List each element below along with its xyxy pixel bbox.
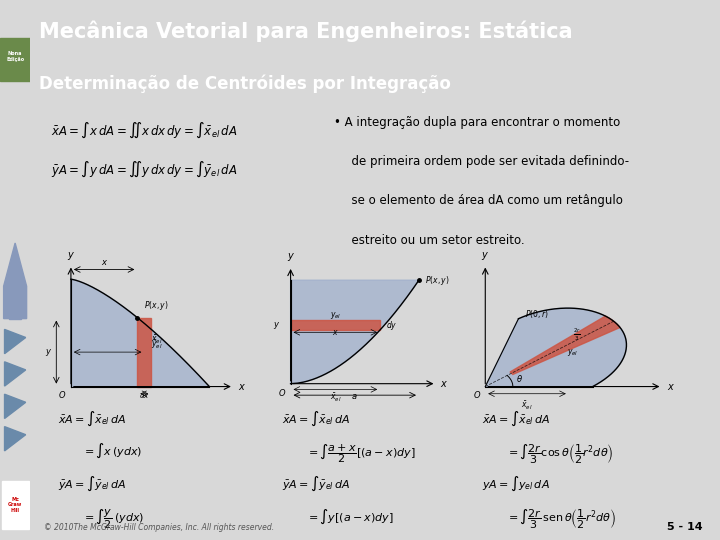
Text: $x$: $x$ xyxy=(101,258,108,267)
Text: $y_{el}$: $y_{el}$ xyxy=(567,347,578,358)
Text: $x$: $x$ xyxy=(238,382,246,392)
Text: $= \int \dfrac{2r}{3}\,\mathrm{sen}\,\theta\left(\dfrac{1}{2}r^2 d\theta\right)$: $= \int \dfrac{2r}{3}\,\mathrm{sen}\,\th… xyxy=(506,508,616,531)
Text: $\bar{x}_{el}$: $\bar{x}_{el}$ xyxy=(330,392,341,404)
Text: $O$: $O$ xyxy=(279,387,287,397)
Polygon shape xyxy=(4,394,26,418)
Polygon shape xyxy=(71,279,210,387)
Text: © 2010The McGraw-Hill Companies, Inc. All rights reserved.: © 2010The McGraw-Hill Companies, Inc. Al… xyxy=(44,523,274,532)
Text: $\bar{x}A = \int \bar{x}_{el}\,dA$: $\bar{x}A = \int \bar{x}_{el}\,dA$ xyxy=(282,409,350,428)
Polygon shape xyxy=(291,280,419,384)
Polygon shape xyxy=(4,427,26,451)
Text: $P(x, y)$: $P(x, y)$ xyxy=(143,299,168,312)
Text: $P(x, y)$: $P(x, y)$ xyxy=(425,274,449,287)
Text: $y$: $y$ xyxy=(481,249,490,262)
Text: Mc
Graw
Hill: Mc Graw Hill xyxy=(8,497,22,513)
Text: Determinação de Centróides por Integração: Determinação de Centróides por Integraçã… xyxy=(38,75,451,93)
Text: $y_{el}$: $y_{el}$ xyxy=(330,310,341,321)
Bar xyxy=(0,38,30,81)
Text: $= \int \dfrac{a+x}{2}\left[(a-x)dy\right]$: $= \int \dfrac{a+x}{2}\left[(a-x)dy\righ… xyxy=(306,442,415,465)
Bar xyxy=(1,481,29,529)
Polygon shape xyxy=(4,243,27,319)
Text: Mecânica Vetorial para Engenheiros: Estática: Mecânica Vetorial para Engenheiros: Está… xyxy=(38,21,572,42)
Text: $\bar{x}A = \int \bar{x}_{el}\,dA$: $\bar{x}A = \int \bar{x}_{el}\,dA$ xyxy=(482,409,550,428)
Polygon shape xyxy=(4,362,26,386)
Text: $\bar{x}A = \int x\,dA = \iint x\,dx\,dy = \int \bar{x}_{el}\,dA$: $\bar{x}A = \int x\,dA = \iint x\,dx\,dy… xyxy=(51,120,238,140)
Text: $P(0, r)$: $P(0, r)$ xyxy=(525,308,549,320)
Text: $= \int \dfrac{y}{2}\,(ydx)$: $= \int \dfrac{y}{2}\,(ydx)$ xyxy=(82,508,144,531)
Polygon shape xyxy=(485,308,626,387)
Text: $= \int x\,(ydx)$: $= \int x\,(ydx)$ xyxy=(82,442,143,461)
Text: $y$: $y$ xyxy=(274,320,281,330)
Text: $dy$: $dy$ xyxy=(386,319,397,332)
Text: $a$: $a$ xyxy=(351,393,358,401)
Text: $\bar{y}_{el}$: $\bar{y}_{el}$ xyxy=(150,338,162,351)
Text: $x$: $x$ xyxy=(332,328,338,337)
Bar xyxy=(291,320,380,330)
Text: 5 - 14: 5 - 14 xyxy=(667,522,703,532)
Polygon shape xyxy=(510,316,620,374)
Text: $= \int y\left[(a-x)dy\right]$: $= \int y\left[(a-x)dy\right]$ xyxy=(306,508,394,525)
Text: de primeira ordem pode ser evitada definindo-: de primeira ordem pode ser evitada defin… xyxy=(344,156,629,168)
Bar xyxy=(9,286,21,319)
Text: $yA = \int y_{el}\,dA$: $yA = \int y_{el}\,dA$ xyxy=(482,475,550,493)
Text: estreito ou um setor estreito.: estreito ou um setor estreito. xyxy=(344,233,525,247)
Text: $= \int \dfrac{2r}{3}\cos\theta\left(\dfrac{1}{2}r^2 d\theta\right)$: $= \int \dfrac{2r}{3}\cos\theta\left(\df… xyxy=(506,442,613,465)
Text: $\bar{y}A = \int y\,dA = \iint y\,dx\,dy = \int \bar{y}_{el}\,dA$: $\bar{y}A = \int y\,dA = \iint y\,dx\,dy… xyxy=(51,160,237,179)
Text: $y$: $y$ xyxy=(287,251,294,263)
Text: $\bar{x}_{el}$: $\bar{x}_{el}$ xyxy=(521,400,532,411)
Text: $dx$: $dx$ xyxy=(139,391,150,400)
Text: $O$: $O$ xyxy=(58,389,67,401)
Text: $\bar{y}A = \int \bar{y}_{el}\,dA$: $\bar{y}A = \int \bar{y}_{el}\,dA$ xyxy=(282,475,350,493)
Text: $x$: $x$ xyxy=(667,382,675,392)
Text: $x$: $x$ xyxy=(440,379,449,389)
Text: Nona
Edição: Nona Edição xyxy=(6,51,24,62)
Text: se o elemento de área dA como um retângulo: se o elemento de área dA como um retângu… xyxy=(344,194,623,207)
Polygon shape xyxy=(4,329,26,354)
Text: $\bar{x}A = \int \bar{x}_{el}\,dA$: $\bar{x}A = \int \bar{x}_{el}\,dA$ xyxy=(58,409,126,428)
Text: • A integração dupla para encontrar o momento: • A integração dupla para encontrar o mo… xyxy=(334,116,620,129)
Text: $\bar{y}A = \int \bar{y}_{el}\,dA$: $\bar{y}A = \int \bar{y}_{el}\,dA$ xyxy=(58,475,126,493)
Text: $y$: $y$ xyxy=(67,249,75,262)
Text: $\frac{2r}{3}$: $\frac{2r}{3}$ xyxy=(573,327,581,343)
Bar xyxy=(138,318,151,387)
Text: $\bar{x}_{el}$: $\bar{x}_{el}$ xyxy=(150,334,162,346)
Text: $y$: $y$ xyxy=(45,347,52,357)
Text: $O$: $O$ xyxy=(473,389,481,401)
Text: $\theta$: $\theta$ xyxy=(516,374,523,384)
